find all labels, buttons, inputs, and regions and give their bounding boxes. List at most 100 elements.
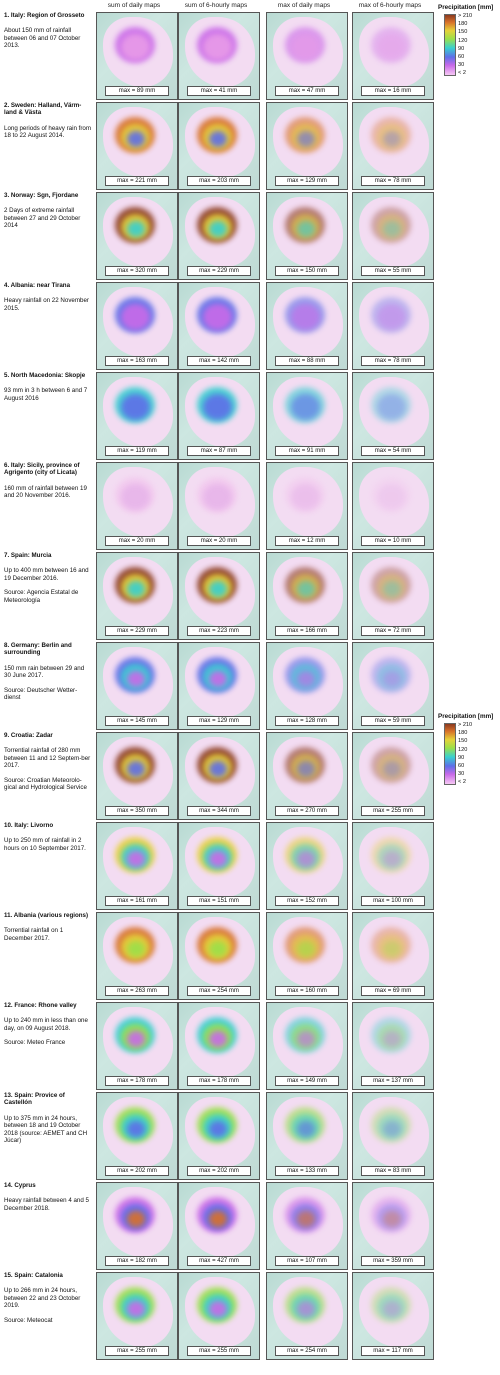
event-title: 4. Albania: near Tirana [4, 282, 71, 289]
land-area [359, 107, 429, 177]
land-area [359, 917, 429, 987]
rain-intensity-area [291, 34, 320, 61]
precipitation-map: max = 129 mm [178, 642, 260, 730]
precipitation-map: max = 88 mm [266, 282, 348, 370]
rain-intensity-area [383, 1301, 401, 1318]
rain-intensity-area [377, 844, 406, 871]
precipitation-map: max = 166 mm [266, 552, 348, 640]
max-value-label: max = 12 mm [275, 536, 339, 546]
max-value-label: max = 16 mm [361, 86, 425, 96]
legend-tick: > 210 [458, 13, 473, 19]
max-value-label: max = 166 mm [275, 626, 339, 636]
rain-intensity-area [127, 131, 145, 148]
event-text: Up to 375 mm in 24 hours, between 18 and… [4, 1114, 88, 1145]
precipitation-map: max = 150 mm [266, 192, 348, 280]
precipitation-map: max = 100 mm [352, 822, 434, 910]
rain-intensity-area [377, 214, 406, 241]
max-value-label: max = 221 mm [105, 176, 169, 186]
event-row: 4. Albania: near Tirana Heavy rainfall on… [0, 282, 500, 370]
max-value-label: max = 160 mm [275, 986, 339, 996]
max-value-label: max = 151 mm [187, 896, 251, 906]
land-area [359, 17, 429, 87]
rain-intensity-area [383, 581, 401, 598]
max-value-label: max = 149 mm [275, 1076, 339, 1086]
rain-intensity-area [291, 304, 320, 331]
rain-intensity-area [377, 34, 406, 61]
column-header: sum of 6-hourly maps [184, 2, 248, 9]
rain-intensity-area [121, 304, 150, 331]
column-header: max of 6-hourly maps [358, 2, 422, 9]
rain-intensity-area [383, 1211, 401, 1228]
event-row: 8. Germany: Berlin and surrounding 150 mm… [0, 642, 500, 730]
rain-intensity-area [203, 394, 232, 421]
event-description: 15. Spain: Catalonia Up to 266 mm in 24 h… [4, 1272, 92, 1324]
max-value-label: max = 55 mm [361, 266, 425, 276]
precipitation-map: max = 16 mm [352, 12, 434, 100]
precipitation-map: max = 163 mm [96, 282, 178, 370]
event-title: 6. Italy: Sicily, province of Agrigento … [4, 462, 80, 477]
precipitation-map: max = 359 mm [352, 1182, 434, 1270]
rain-intensity-area [371, 1107, 411, 1143]
precipitation-map: max = 223 mm [178, 552, 260, 640]
event-description: 13. Spain: Provice of Castellón Up to 375… [4, 1092, 92, 1144]
rain-intensity-area [297, 1211, 315, 1228]
land-area [359, 1097, 429, 1167]
legend-colorbar [444, 14, 456, 76]
max-value-label: max = 255 mm [105, 1346, 169, 1356]
land-area [359, 197, 429, 267]
legend-tick: 30 [458, 62, 465, 69]
max-value-label: max = 270 mm [275, 806, 339, 816]
event-source: Source: Meteo France [4, 1039, 66, 1047]
rain-intensity-area [203, 484, 232, 511]
event-text: Torrential rainfall of 280 mm between 11… [4, 747, 91, 770]
event-description: 10. Italy: Livorno Up to 250 mm of rainfa… [4, 822, 92, 852]
event-text: 150 mm rain between 29 and 30 June 2017. [4, 664, 85, 680]
land-area [359, 737, 429, 807]
event-title: 8. Germany: Berlin and surrounding [4, 642, 72, 657]
precipitation-map: max = 427 mm [178, 1182, 260, 1270]
event-row: 6. Italy: Sicily, province of Agrigento … [0, 462, 500, 550]
event-row: 10. Italy: Livorno Up to 250 mm of rainfa… [0, 822, 500, 910]
legend-tick: 180 [458, 21, 468, 28]
rain-intensity-area [127, 671, 145, 688]
legend-tick: 120 [458, 746, 468, 753]
precipitation-map: max = 161 mm [96, 822, 178, 910]
rain-intensity-area [209, 581, 227, 598]
rain-intensity-area [291, 484, 320, 511]
rain-intensity-area [377, 394, 406, 421]
event-title: 14. Cyprus [4, 1182, 36, 1189]
max-value-label: max = 145 mm [105, 716, 169, 726]
legend-tick: 120 [458, 37, 468, 44]
precipitation-map: max = 229 mm [178, 192, 260, 280]
rain-intensity-area [371, 297, 411, 333]
event-row: 14. Cyprus Heavy rainfall between 4 and 5… [0, 1182, 500, 1270]
event-text: 2 Days of extreme rainfall between 27 an… [4, 207, 81, 230]
precipitation-legend-bottom: Precipitation [mm] > 210 180 150 120 90 60 30 <… [432, 713, 498, 793]
rain-intensity-area [127, 581, 145, 598]
event-description: 7. Spain: Murcia Up to 400 mm between 16 … [4, 552, 92, 604]
rain-intensity-area [127, 761, 145, 778]
legend-title: Precipitation [mm] [438, 713, 494, 720]
rain-intensity-area [371, 477, 411, 513]
precipitation-map: max = 128 mm [266, 642, 348, 730]
event-title: 11. Albania (various regions) [4, 912, 89, 919]
max-value-label: max = 344 mm [187, 806, 251, 816]
max-value-label: max = 54 mm [361, 446, 425, 456]
column-header: max of daily maps [277, 2, 331, 9]
event-row: 1. Italy: Region of Grosseto About 150 mm… [0, 12, 500, 100]
max-value-label: max = 89 mm [105, 86, 169, 96]
rain-intensity-area [297, 761, 315, 778]
max-value-label: max = 83 mm [361, 1166, 425, 1176]
event-description: 12. France: Rhone valley Up to 240 mm in … [4, 1002, 92, 1047]
precipitation-map: max = 20 mm [178, 462, 260, 550]
precipitation-map: max = 117 mm [352, 1272, 434, 1360]
rain-intensity-area [371, 117, 411, 153]
precipitation-map: max = 202 mm [96, 1092, 178, 1180]
rain-intensity-area [121, 34, 150, 61]
precipitation-map: max = 263 mm [96, 912, 178, 1000]
event-source: Source: Meteocat [4, 1316, 53, 1324]
rain-intensity-area [383, 1031, 401, 1048]
max-value-label: max = 47 mm [275, 86, 339, 96]
event-text: Up to 240 mm in less than one day, on 09… [4, 1017, 88, 1032]
event-description: 6. Italy: Sicily, province of Agrigento … [4, 462, 92, 500]
